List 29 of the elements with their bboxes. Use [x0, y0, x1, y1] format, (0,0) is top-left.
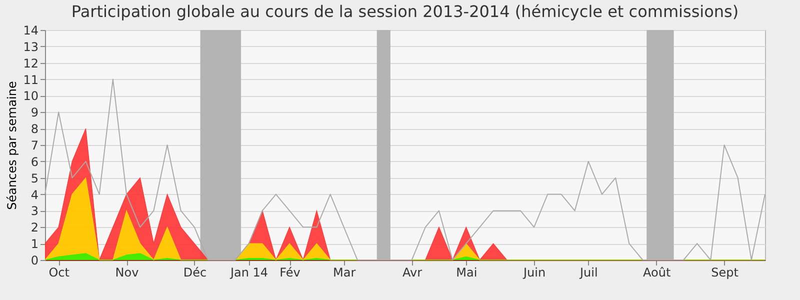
- x-tick-label: Sept: [711, 266, 739, 280]
- y-tick-label: 2: [30, 220, 38, 235]
- x-tick-label: Juil: [578, 266, 598, 280]
- x-tick-label: Juin: [522, 266, 546, 280]
- y-tick-label: 14: [23, 24, 38, 38]
- y-tick-label: 9: [30, 106, 38, 120]
- x-tick-label: Jan 14: [229, 266, 268, 280]
- x-tick-label: Avr: [402, 266, 422, 280]
- x-tick-label: Oct: [48, 266, 70, 280]
- x-tick-label: Août: [642, 266, 671, 280]
- y-tick-label: 4: [30, 188, 38, 202]
- y-tick-label: 12: [23, 56, 38, 70]
- y-tick-label: 3: [30, 204, 38, 218]
- x-tick-label: Fév: [280, 266, 300, 280]
- x-tick-label: Mar: [333, 266, 356, 280]
- y-tick-label: 0: [30, 254, 38, 268]
- y-axis-title: Séances par semaine: [5, 81, 20, 210]
- y-tick-label: 7: [30, 138, 38, 152]
- x-tick-label: Nov: [115, 266, 139, 280]
- chart-title: Participation globale au cours de la session 2013-2014 (hémicycle et commissions): [71, 2, 739, 21]
- y-tick-label: 13: [23, 40, 38, 54]
- x-tick-label: Déc: [183, 266, 207, 280]
- y-tick-label: 1: [30, 237, 38, 252]
- x-tick-label: Mai: [456, 266, 478, 280]
- y-tick-label: 6: [30, 154, 38, 169]
- y-tick-label: 11: [23, 72, 38, 87]
- y-tick-label: 8: [30, 122, 38, 136]
- y-tick-label: 5: [30, 171, 38, 186]
- y-tick-label: 10: [23, 89, 38, 104]
